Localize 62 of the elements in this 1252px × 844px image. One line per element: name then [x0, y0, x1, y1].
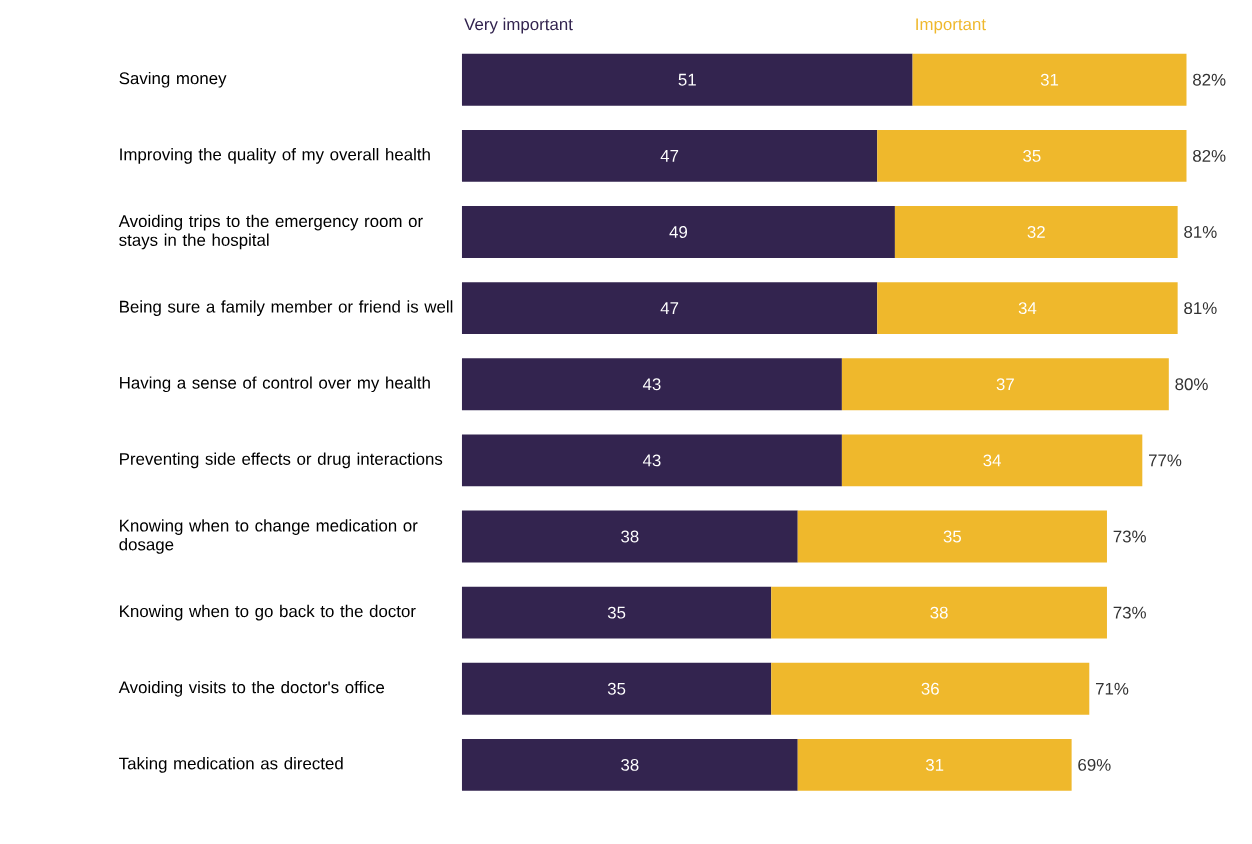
data-label: 34	[983, 454, 1001, 467]
total-label: 71%	[1095, 683, 1129, 695]
bar	[461, 434, 842, 487]
bar	[797, 739, 1072, 791]
data-label: 35	[607, 682, 626, 695]
bar	[894, 206, 1178, 259]
bar	[461, 54, 913, 106]
total-label: 82%	[1193, 150, 1226, 163]
y-tick-label: Avoiding visits to the doctor's office	[118, 681, 385, 697]
bar	[461, 510, 798, 563]
bar	[461, 130, 878, 182]
data-label: 37	[996, 378, 1014, 391]
y-tick-label: Avoiding trips to the emergency room or stays in the hospital	[118, 214, 423, 250]
data-label: 35	[943, 530, 962, 543]
bar	[841, 358, 1169, 411]
total-label: 69%	[1078, 759, 1111, 772]
bar	[461, 358, 842, 411]
y-tick-label: Taking medication as directed	[119, 757, 343, 773]
total-label: 77%	[1149, 454, 1182, 467]
bar	[461, 282, 878, 335]
data-label: 47	[660, 302, 679, 315]
data-label: 38	[621, 759, 639, 772]
bar	[461, 586, 772, 639]
data-label: 43	[642, 454, 661, 467]
total-label: 73%	[1113, 530, 1146, 543]
data-label: 43	[642, 378, 661, 391]
y-tick-label: Being sure a family member or friend is well	[120, 300, 453, 317]
data-label: 38	[930, 606, 948, 619]
data-label: 31	[1040, 73, 1059, 86]
y-tick-label: Improving the quality of my overall health	[120, 148, 430, 164]
y-tick-label: Saving money	[119, 72, 227, 88]
y-tick-label: Having a sense of control over my health	[120, 376, 430, 393]
data-label: 36	[921, 682, 939, 695]
data-label: 34	[1018, 302, 1037, 315]
bar	[912, 54, 1187, 106]
data-label: 32	[1027, 226, 1045, 239]
data-label: 35	[1023, 150, 1041, 163]
bar	[771, 586, 1107, 639]
bar	[877, 282, 1178, 335]
y-tick-label: Preventing side effects or drug interactions	[120, 452, 443, 469]
bar	[841, 434, 1143, 487]
total-label: 81%	[1184, 226, 1217, 239]
total-label: 82%	[1193, 73, 1226, 86]
data-label: 31	[925, 759, 944, 772]
data-label: 49	[669, 226, 688, 239]
bar	[877, 130, 1187, 182]
data-label: 35	[607, 606, 626, 619]
bar	[461, 206, 895, 259]
total-label: 81%	[1184, 302, 1217, 315]
bar	[771, 663, 1090, 715]
total-label: 80%	[1175, 378, 1208, 391]
y-tick-label: Knowing when to go back to the doctor	[120, 604, 416, 621]
series-label: Very important	[464, 18, 573, 34]
bar	[461, 663, 772, 715]
series-label: Important	[916, 18, 986, 34]
data-label: 47	[660, 150, 679, 162]
total-label: 73%	[1113, 606, 1146, 619]
bar	[797, 510, 1107, 563]
data-label: 51	[678, 74, 696, 86]
data-label: 38	[621, 530, 639, 543]
bar	[461, 739, 798, 791]
y-tick-label: Knowing when to change medication or dosage	[119, 519, 418, 554]
